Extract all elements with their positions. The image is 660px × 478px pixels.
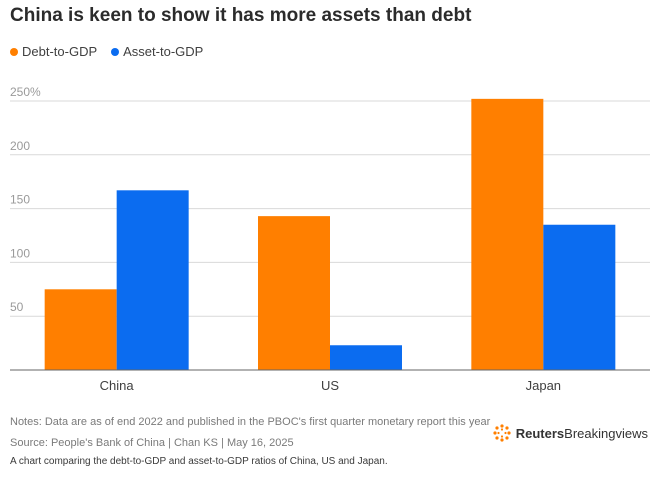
bar-chart: 50 100 150 200 250% China US Japan — [10, 85, 650, 393]
x-tick-label: China — [100, 378, 135, 393]
reuters-logo-icon — [493, 424, 511, 442]
legend-item-debt: Debt-to-GDP — [10, 44, 97, 59]
logo-brand: Reuters — [515, 425, 565, 441]
legend-label-debt: Debt-to-GDP — [22, 44, 98, 59]
y-tick-label: 100 — [10, 246, 30, 260]
y-tick-label: 150 — [10, 193, 30, 207]
legend-dot-debt — [10, 47, 18, 56]
bar-asset-to-gdp-china — [116, 190, 189, 370]
legend-dot-asset — [111, 47, 120, 56]
legend-item-asset: Asset-to-GDP — [111, 44, 203, 59]
bar-debt-to-gdp-china — [44, 289, 117, 370]
y-tick-label: 200 — [10, 139, 30, 153]
y-tick-label: 50 — [10, 300, 24, 314]
y-tick-label: 250% — [10, 85, 41, 99]
notes-text: Notes: Data are as of end 2022 and publi… — [10, 416, 491, 428]
reuters-breakingviews-logo: ReutersBreakingviews — [492, 423, 648, 443]
x-tick-label: Japan — [526, 378, 561, 393]
chart-title: China is keen to show it has more assets… — [10, 5, 472, 26]
logo-product: Breakingviews — [564, 425, 648, 441]
caption-text: A chart comparing the debt-to-GDP and as… — [10, 456, 388, 467]
x-tick-label: US — [321, 378, 339, 393]
bar-debt-to-gdp-us — [258, 216, 330, 370]
bar-asset-to-gdp-us — [330, 345, 402, 370]
legend-label-asset: Asset-to-GDP — [123, 44, 204, 59]
legend: Debt-to-GDP Asset-to-GDP — [10, 44, 203, 59]
bar-debt-to-gdp-japan — [471, 98, 544, 371]
bar-asset-to-gdp-japan — [543, 224, 616, 370]
source-text: Source: People's Bank of China | Chan KS… — [10, 437, 294, 449]
